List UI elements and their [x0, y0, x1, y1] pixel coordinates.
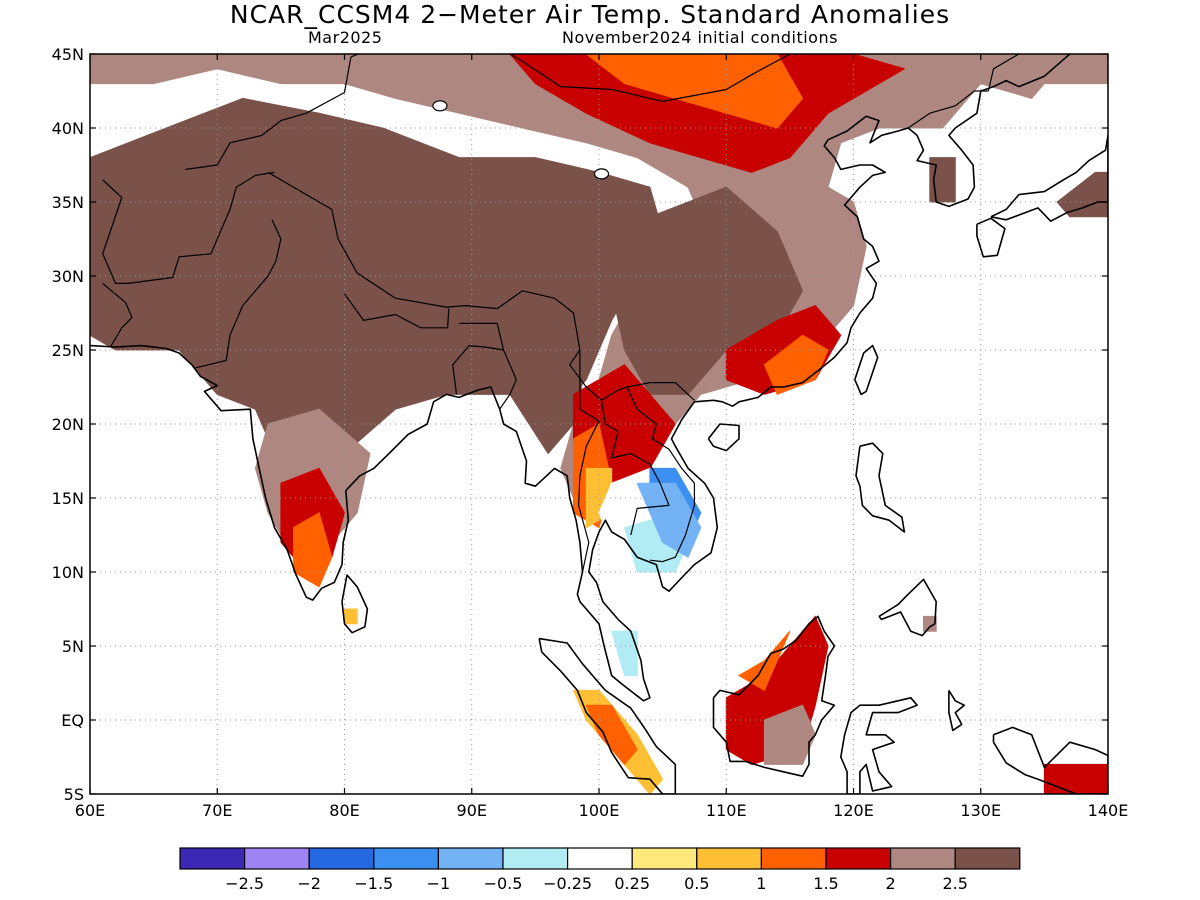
- colorbar-label: 1: [756, 874, 766, 893]
- qinghai-lake: [593, 168, 610, 180]
- coastline-layer: [90, 54, 1108, 794]
- colorbar-label: 1.5: [813, 874, 838, 893]
- lat-tick-label: 10N: [52, 563, 84, 582]
- colorbar-swatch: [825, 847, 892, 870]
- india-coast: [90, 54, 1071, 702]
- colorbar-label: −0.5: [484, 874, 523, 893]
- colorbar-label: 2.5: [942, 874, 967, 893]
- taiwan-coast: [854, 344, 879, 396]
- anomaly-region-south-china-light: [763, 334, 829, 396]
- longitude-axis: 60E 70E 80E 90E 100E 110E 120E 130E 140E: [75, 54, 1129, 820]
- china-india-border: [267, 171, 695, 401]
- colorbar-swatch: [760, 847, 827, 870]
- colorbar-label: 0.5: [684, 874, 709, 893]
- lat-tick-label: 40N: [52, 119, 84, 138]
- halmahera-coast: [948, 689, 966, 732]
- sri-lanka-coast: [341, 574, 369, 634]
- colorbar-swatch: [373, 847, 439, 870]
- anomaly-region-sri-lanka-pale: [344, 608, 358, 625]
- anomaly-region-malaya-cyan: [611, 630, 638, 677]
- nepal-border: [344, 293, 450, 329]
- anomaly-region-japan-brown: [1056, 171, 1108, 218]
- mindanao-coast: [878, 578, 938, 637]
- lon-tick-label: 140E: [1088, 801, 1129, 820]
- kyushu-coast: [976, 217, 1006, 258]
- colorbar-label: −0.25: [543, 874, 592, 893]
- borneo-coast: [712, 615, 836, 778]
- anomaly-region-borneo-light: [738, 630, 791, 692]
- lat-tick-label: 5N: [62, 637, 84, 656]
- colorbar-swatch: [696, 847, 762, 870]
- lon-tick-label: 100E: [579, 801, 620, 820]
- lon-tick-label: 60E: [75, 801, 105, 820]
- lon-tick-label: 70E: [202, 801, 232, 820]
- colorbar-label: 0.25: [614, 874, 650, 893]
- lat-tick-label: 20N: [52, 415, 84, 434]
- kazakh-border: [261, 54, 360, 136]
- colorbar-label: 2: [886, 874, 896, 893]
- colorbar-label: −1: [427, 874, 451, 893]
- anomaly-region-south-china-brown: [611, 186, 804, 395]
- colorbar: −2.5 −2 −1.5 −1 −0.5 −0.25 0.25 0.5 1 1.5 2 2.5: [179, 847, 1021, 893]
- hainan-coast: [707, 423, 740, 452]
- lat-tick-label: 30N: [52, 267, 84, 286]
- luzon-coast: [855, 442, 906, 533]
- colorbar-swatch: [437, 847, 504, 870]
- latitude-axis: 45N 40N 35N 30N 25N 20N 15N 10N 5N EQ 5S: [52, 45, 1108, 804]
- lat-tick-label: 45N: [52, 45, 84, 64]
- colorbar-swatch: [631, 847, 698, 870]
- sumatra-coast: [538, 637, 677, 794]
- new-guinea-coast: [992, 726, 1108, 794]
- colorbar-label: −2.5: [225, 874, 264, 893]
- map-title: NCAR_CCSM4 2−Meter Air Temp. Standard An…: [229, 0, 951, 29]
- anomaly-region-png-orange: [1043, 763, 1108, 794]
- pakistan-india-border: [195, 219, 282, 369]
- myanmar-border: [499, 349, 517, 410]
- colorbar-swatch: [502, 847, 569, 870]
- lat-tick-label: EQ: [61, 711, 84, 730]
- colorbar-label: −2: [297, 874, 321, 893]
- laos-thai-border: [600, 400, 670, 536]
- anomaly-region-mindanao-red: [923, 615, 937, 632]
- lat-tick-label: 5S: [64, 785, 84, 804]
- lat-tick-label: 15N: [52, 489, 84, 508]
- lon-tick-label: 110E: [706, 801, 747, 820]
- colorbar-label: −1.5: [354, 874, 393, 893]
- colorbar-swatch: [179, 847, 246, 870]
- afghan-border: [102, 171, 275, 284]
- anomaly-region-mongolia-orange: [509, 54, 906, 173]
- colorbar-swatch: [566, 847, 633, 870]
- colorbar-swatch: [954, 847, 1021, 870]
- mongolia-border: [508, 54, 792, 103]
- laos-vietnam-border: [626, 386, 696, 563]
- tajik-border: [185, 134, 262, 170]
- init-conditions-label: November2024 initial conditions: [562, 28, 838, 47]
- anomaly-region-mongolia-light: [585, 54, 804, 129]
- colorbar-swatch: [889, 847, 956, 870]
- valid-month-label: Mar2025: [308, 28, 383, 47]
- colorbar-swatch: [308, 847, 375, 870]
- honshu-coast: [990, 134, 1108, 222]
- anomaly-region-vietnam-mid-blue: [636, 482, 702, 558]
- lon-tick-label: 80E: [329, 801, 359, 820]
- lat-tick-label: 35N: [52, 193, 84, 212]
- lon-tick-label: 120E: [833, 801, 874, 820]
- myanmar-east-border: [577, 350, 600, 573]
- sulawesi-coast: [839, 696, 918, 794]
- issyk-kul-area: [432, 100, 448, 112]
- colorbar-swatch: [244, 847, 310, 870]
- korea-china-border: [907, 90, 989, 129]
- lon-tick-label: 90E: [457, 801, 487, 820]
- bhutan-bangladesh-border: [452, 322, 505, 395]
- lat-tick-label: 25N: [52, 341, 84, 360]
- iran-pakistan-border: [102, 282, 133, 348]
- lon-tick-label: 130E: [960, 801, 1001, 820]
- anomaly-region-tibet-dark-core: [178, 157, 613, 410]
- china-russia-border: [987, 54, 1020, 92]
